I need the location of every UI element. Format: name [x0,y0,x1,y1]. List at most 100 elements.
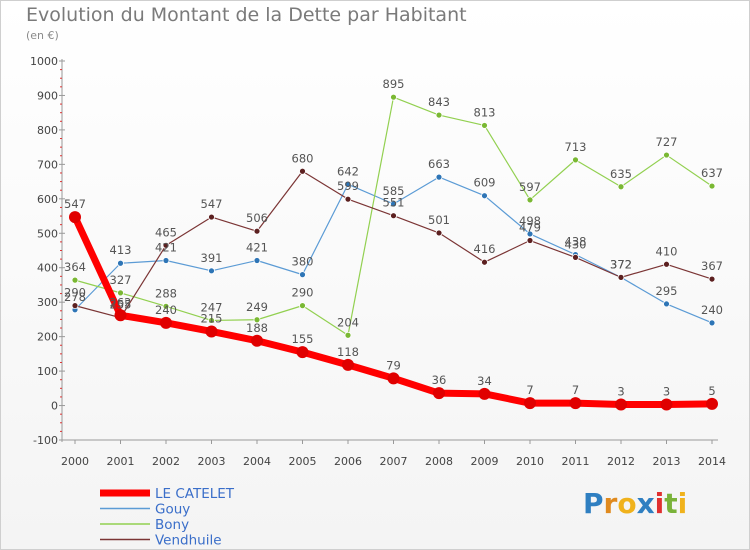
data-label: 288 [155,286,177,300]
data-point [299,167,306,175]
y-tick-label: 300 [37,296,58,309]
y-tick-label: 200 [37,331,58,344]
data-point [524,397,536,410]
data-point [569,397,582,410]
data-label: 663 [428,157,450,171]
data-point [114,309,127,322]
data-label: 290 [64,286,86,300]
x-tick-label: 2007 [380,455,408,468]
data-point [660,398,673,411]
data-label: 465 [155,225,177,239]
data-label: 713 [565,140,587,154]
data-label: 680 [292,151,314,165]
data-label: 391 [201,251,223,265]
data-point [344,331,352,339]
data-label: 609 [474,176,496,190]
y-tick-label: -100 [33,434,58,447]
data-point [478,387,491,400]
data-label: 7 [526,383,533,397]
data-label: 597 [519,180,541,194]
data-label: 364 [64,260,86,274]
proxiti-logo: Proxiti [583,487,688,520]
data-point [296,346,309,359]
data-label: 413 [110,243,132,257]
legend-label: Gouy [155,502,190,518]
data-label: 479 [519,221,541,235]
data-point [572,253,579,261]
data-point [299,302,306,310]
y-tick-label: 400 [37,262,58,275]
data-label: 5 [708,384,715,398]
data-point [251,334,263,347]
data-label: 155 [292,332,314,346]
x-tick-label: 2010 [516,455,544,468]
data-label: 367 [701,259,723,273]
data-label: 7 [572,383,579,397]
data-label: 262 [110,295,132,309]
chart-subtitle: (en €) [26,29,59,42]
data-point [253,227,261,235]
data-point [160,316,172,329]
data-point [390,200,397,208]
data-label: 188 [246,321,268,335]
data-label: 327 [110,273,132,287]
data-label: 416 [474,242,496,256]
data-label: 36 [432,373,447,387]
x-tick-label: 2006 [334,455,362,468]
data-label: 249 [246,300,268,314]
x-tick-label: 2014 [698,455,726,468]
data-point [617,273,625,281]
legend-label: LE CATELET [155,486,235,502]
y-tick-label: 600 [37,193,58,206]
legend-label: Bony [155,517,189,533]
data-label: 642 [337,164,359,178]
data-label: 895 [383,77,405,91]
x-tick-label: 2004 [243,455,271,468]
data-label: 372 [610,257,632,271]
data-point [572,156,579,164]
data-point [344,195,352,203]
data-point [205,325,218,338]
data-label: 551 [383,196,405,210]
x-tick-label: 2011 [562,455,590,468]
data-point [299,271,306,279]
data-point [617,183,625,191]
data-label: 430 [565,237,587,251]
y-tick-label: 500 [37,227,58,240]
data-point [433,387,445,400]
data-point [390,93,397,101]
data-point [481,258,488,266]
data-label: 34 [477,374,492,388]
y-tick-label: 700 [37,158,58,171]
data-point [253,316,261,324]
data-label: 813 [474,105,496,119]
data-point [208,213,215,221]
data-point [435,229,443,237]
x-tick-label: 2005 [289,455,317,468]
data-label: 372 [610,257,632,271]
data-label: 204 [337,315,359,329]
data-label: 240 [701,303,723,317]
data-label: 843 [428,95,450,109]
data-label: 635 [610,167,632,181]
data-point [162,241,170,249]
data-label: 547 [64,197,86,211]
data-point [526,237,534,244]
data-point [117,259,124,267]
data-label: 255 [110,298,132,312]
x-tick-label: 2008 [425,455,453,468]
y-tick-label: 800 [37,124,58,137]
data-label: 727 [656,135,678,149]
data-label: 501 [428,213,450,227]
x-tick-label: 2001 [107,455,135,468]
y-tick-label: 1000 [30,55,58,68]
data-point [526,196,534,204]
data-point [663,260,670,268]
y-tick-label: 900 [37,89,58,102]
data-point [387,372,400,385]
data-point [69,211,81,224]
y-tick-label: 100 [37,365,58,378]
data-label: 3 [617,385,624,399]
